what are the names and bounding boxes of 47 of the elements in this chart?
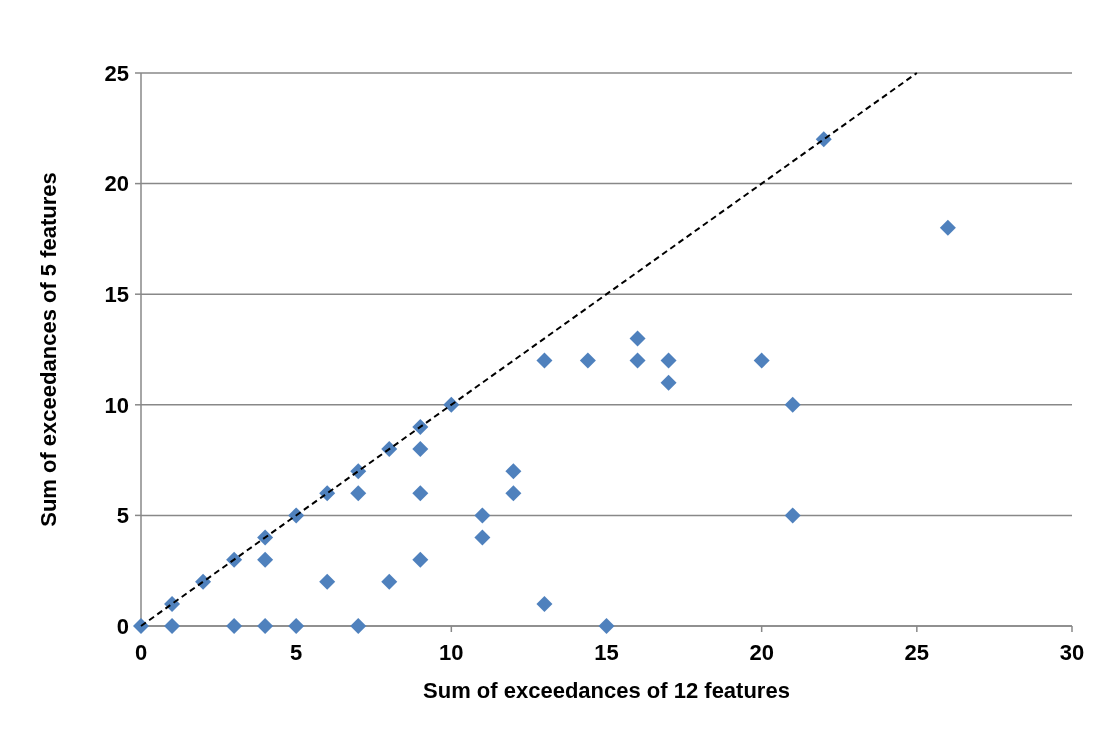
point xyxy=(939,219,956,236)
point xyxy=(133,618,149,634)
x-tick-label: 0 xyxy=(134,640,148,665)
point xyxy=(629,330,646,347)
point xyxy=(474,529,491,546)
x-tick-label: 15 xyxy=(594,640,619,665)
x-tick-label: 30 xyxy=(1059,640,1085,665)
point xyxy=(288,618,305,634)
point xyxy=(629,352,646,369)
point xyxy=(350,618,367,634)
point xyxy=(164,618,181,634)
point xyxy=(660,374,677,391)
y-tick-label: 5 xyxy=(116,503,129,529)
point xyxy=(474,507,491,524)
point xyxy=(660,352,677,369)
y-tick-label: 10 xyxy=(104,392,129,418)
point xyxy=(257,618,274,634)
point xyxy=(784,507,801,524)
y-tick-label: 0 xyxy=(116,613,129,639)
point xyxy=(412,551,429,568)
point xyxy=(319,573,336,590)
x-tick-label: 25 xyxy=(904,640,930,665)
y-tick-label: 20 xyxy=(104,171,129,197)
y-tick-label: 25 xyxy=(104,60,129,86)
point xyxy=(579,352,596,369)
point xyxy=(753,352,770,369)
point xyxy=(226,618,243,634)
x-axis-title: Sum of exceedances of 12 features xyxy=(423,678,790,703)
x-tick-label: 5 xyxy=(290,640,303,665)
point xyxy=(412,485,429,502)
point xyxy=(505,463,522,480)
point xyxy=(505,485,522,502)
x-tick-label: 10 xyxy=(439,640,464,665)
point xyxy=(350,485,367,502)
point xyxy=(257,551,274,568)
point xyxy=(381,573,398,590)
y-tick-label: 15 xyxy=(104,281,129,307)
point xyxy=(536,595,553,612)
point xyxy=(598,618,615,634)
point xyxy=(536,352,553,369)
point xyxy=(412,418,429,435)
y-axis-title: Sum of exceedances of 5 features xyxy=(36,172,61,527)
point xyxy=(257,529,274,546)
point xyxy=(412,441,429,458)
point xyxy=(226,551,243,568)
point xyxy=(784,396,801,413)
x-tick-label: 20 xyxy=(749,640,774,665)
